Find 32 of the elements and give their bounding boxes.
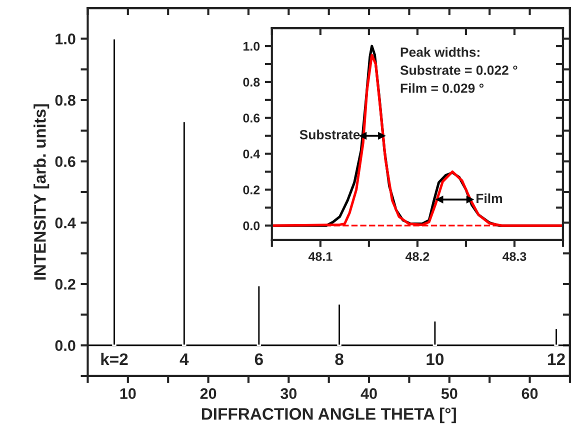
y-tick-label: 0.0: [55, 340, 76, 351]
annotation: 6: [254, 353, 263, 366]
x-tick-label: 48.3: [502, 252, 526, 261]
y-tick-label: 0.2: [55, 278, 76, 290]
annotation: Substrate: [300, 130, 360, 140]
y-tick-label: 1.0: [56, 34, 76, 44]
y-tick-label: 0.8: [55, 94, 76, 106]
annotation: 10: [426, 353, 444, 366]
y-tick-label: 0.2: [243, 185, 260, 194]
annotation: k=2: [101, 352, 128, 365]
x-tick-label: 50: [441, 388, 458, 400]
annotation: 8: [335, 353, 344, 366]
y-tick-label: 0.6: [55, 156, 76, 168]
x-tick-label: 60: [522, 388, 538, 400]
x-axis-title: DIFFRACTION ANGLE THETA [°]: [202, 408, 456, 424]
x-tick-label: 48.2: [405, 252, 430, 261]
y-tick-label: 0.0: [243, 221, 260, 230]
annotation: Peak widths: Substrate = 0.022 ° Film = 0.029 °: [400, 47, 518, 93]
x-tick-label: 30: [280, 388, 297, 400]
y-tick-label: 0.8: [243, 78, 260, 87]
x-tick-label: 48.1: [308, 252, 332, 261]
x-tick-label: 40: [360, 388, 377, 400]
annotation: 12: [548, 353, 565, 365]
annotation: Film: [476, 193, 502, 203]
y-axis-title: INTENSITY [arb. units]: [34, 104, 50, 280]
y-tick-label: 0.6: [243, 114, 260, 123]
y-tick-label: 1.0: [244, 42, 260, 51]
x-tick-label: 10: [120, 388, 136, 400]
y-tick-label: 0.4: [55, 218, 76, 228]
y-tick-label: 0.4: [243, 150, 260, 158]
x-tick-label: 20: [200, 388, 216, 400]
annotation: 4: [180, 353, 189, 365]
